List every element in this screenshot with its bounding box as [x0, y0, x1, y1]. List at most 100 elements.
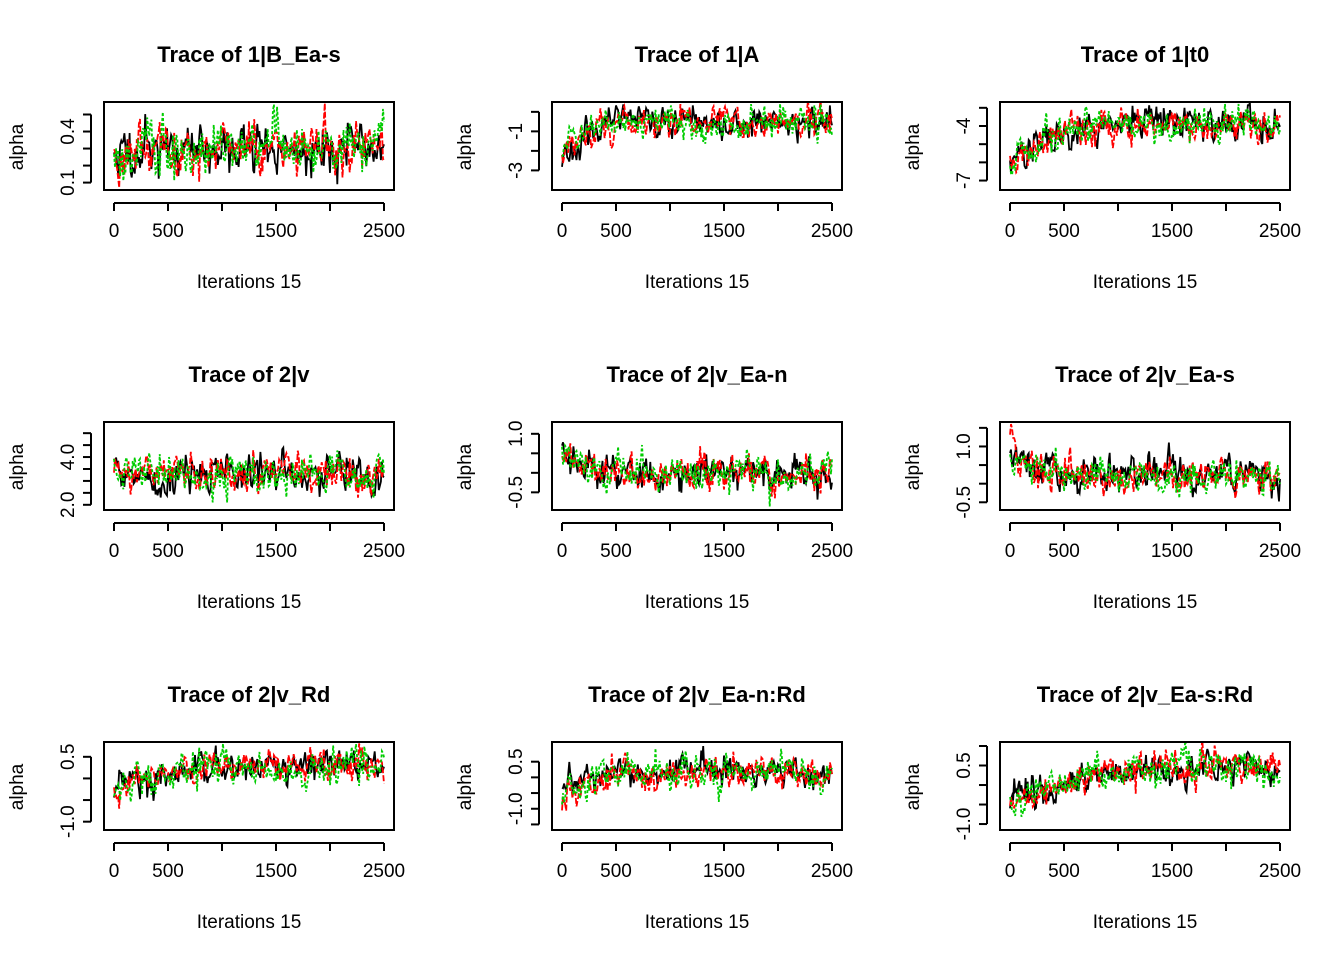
- trace-line-chain-3: [1009, 103, 1281, 178]
- x-tick-label: 500: [1048, 861, 1080, 882]
- x-tick-label: 0: [1005, 861, 1016, 882]
- trace-lines: [561, 745, 833, 811]
- x-tick-label: 1500: [703, 221, 745, 242]
- panel-title: Trace of 1|t0: [1081, 42, 1209, 67]
- x-axis-label: Iterations 15: [645, 912, 750, 933]
- panel-title: Trace of 2|v_Ea-n:Rd: [588, 682, 806, 707]
- x-tick-label: 2500: [811, 861, 853, 882]
- y-axis-label: alpha: [7, 443, 28, 490]
- y-tick-label: 1.0: [506, 421, 527, 447]
- trace-lines: [561, 441, 833, 507]
- x-tick-label: 1500: [255, 541, 297, 562]
- y-axis-label: alpha: [903, 763, 924, 810]
- x-axis-label: Iterations 15: [645, 272, 750, 293]
- panel-title: Trace of 2|v_Rd: [168, 682, 331, 707]
- trace-line-chain-3: [561, 748, 833, 805]
- trace-lines: [1009, 103, 1281, 178]
- x-tick-label: 0: [1005, 541, 1016, 562]
- x-tick-label: 0: [557, 861, 568, 882]
- trace-lines: [1009, 743, 1281, 818]
- y-axis-label: alpha: [903, 123, 924, 170]
- panel-title: Trace of 2|v: [188, 362, 310, 387]
- x-tick-label: 1500: [1151, 861, 1193, 882]
- x-tick-label: 2500: [363, 221, 405, 242]
- y-tick-label: 4.0: [58, 444, 79, 470]
- plot-box: [551, 741, 843, 831]
- panel-title: Trace of 2|v_Ea-s: [1055, 362, 1235, 387]
- y-axis-label: alpha: [903, 443, 924, 490]
- trace-line-chain-3: [113, 104, 385, 181]
- x-tick-label: 1500: [703, 541, 745, 562]
- trace-line-chain-3: [561, 442, 833, 507]
- x-tick-label: 500: [152, 541, 184, 562]
- trace-panel: Trace of 2|v_Ea-s:Rd 0 500 1500 2500 -1.0 0.5 I…: [903, 682, 1301, 933]
- y-tick-label: 1.0: [954, 433, 975, 459]
- trace-panel: Trace of 1|B_Ea-s 0 500 1500 2500 0.1 0.4 Itera…: [7, 42, 405, 293]
- y-tick-label: 2.0: [58, 492, 79, 518]
- trace-panel: Trace of 2|v 0 500 1500 2500 2.0 4.0 Iterations…: [7, 362, 405, 613]
- y-tick-label: 0.5: [954, 752, 975, 778]
- y-tick-label: 0.5: [58, 744, 79, 770]
- x-axis-label: Iterations 15: [197, 912, 302, 933]
- x-tick-label: 500: [600, 861, 632, 882]
- x-tick-label: 2500: [363, 861, 405, 882]
- trace-lines: [561, 103, 833, 168]
- plot-box: [103, 741, 395, 831]
- x-tick-label: 500: [1048, 221, 1080, 242]
- plot-box: [551, 421, 843, 511]
- panel-title: Trace of 2|v_Ea-n: [606, 362, 787, 387]
- x-tick-label: 0: [109, 541, 120, 562]
- plot-box: [103, 101, 395, 191]
- x-tick-label: 2500: [363, 541, 405, 562]
- x-axis-label: Iterations 15: [1093, 912, 1198, 933]
- trace-line-chain-2: [561, 443, 833, 499]
- x-tick-label: 2500: [1259, 541, 1301, 562]
- x-tick-label: 0: [109, 221, 120, 242]
- y-tick-label: -1: [506, 123, 527, 140]
- y-axis-label: alpha: [7, 123, 28, 170]
- trace-line-chain-3: [113, 743, 385, 803]
- panel-title: Trace of 1|B_Ea-s: [157, 42, 340, 67]
- x-tick-label: 1500: [255, 221, 297, 242]
- trace-line-chain-3: [113, 450, 385, 503]
- y-tick-label: 0.4: [58, 118, 79, 145]
- y-axis-label: alpha: [455, 123, 476, 170]
- plot-box: [103, 421, 395, 511]
- y-tick-label: -0.5: [506, 476, 527, 509]
- trace-panel: Trace of 1|A 0 500 1500 2500 -3 -1 Iterations 1…: [455, 42, 853, 293]
- x-tick-label: 0: [109, 861, 120, 882]
- panel-title: Trace of 1|A: [635, 42, 760, 67]
- plot-box: [999, 741, 1291, 831]
- y-tick-label: 0.1: [58, 169, 79, 195]
- trace-line-chain-2: [113, 103, 385, 188]
- x-axis-label: Iterations 15: [645, 592, 750, 613]
- y-tick-label: 0.5: [506, 748, 527, 774]
- y-axis-label: alpha: [455, 763, 476, 810]
- y-tick-label: -7: [954, 172, 975, 189]
- x-tick-label: 500: [600, 541, 632, 562]
- x-tick-label: 2500: [811, 541, 853, 562]
- trace-panel: Trace of 1|t0 0 500 1500 2500 -7 -4 Iterations …: [903, 42, 1301, 293]
- x-tick-label: 500: [152, 221, 184, 242]
- trace-line-chain-2: [1009, 423, 1281, 499]
- trace-line-chain-3: [1009, 743, 1281, 818]
- x-tick-label: 0: [557, 221, 568, 242]
- trace-lines: [113, 445, 385, 503]
- x-tick-label: 500: [1048, 541, 1080, 562]
- trace-panel: Trace of 2|v_Ea-n:Rd 0 500 1500 2500 -1.0 0.5 I…: [455, 682, 853, 933]
- x-tick-label: 0: [557, 541, 568, 562]
- x-tick-label: 0: [1005, 221, 1016, 242]
- x-tick-label: 500: [152, 861, 184, 882]
- x-tick-label: 1500: [255, 861, 297, 882]
- trace-lines: [1009, 423, 1281, 502]
- x-tick-label: 1500: [703, 861, 745, 882]
- x-axis-label: Iterations 15: [1093, 272, 1198, 293]
- plot-box: [999, 421, 1291, 511]
- x-axis-label: Iterations 15: [1093, 592, 1198, 613]
- y-tick-label: -4: [954, 117, 975, 134]
- trace-panel: Trace of 2|v_Rd 0 500 1500 2500 -1.0 0.5 Iterat…: [7, 682, 405, 933]
- plot-box: [999, 101, 1291, 191]
- x-tick-label: 2500: [1259, 861, 1301, 882]
- y-axis-label: alpha: [455, 443, 476, 490]
